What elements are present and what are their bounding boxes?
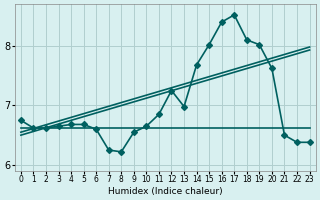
- X-axis label: Humidex (Indice chaleur): Humidex (Indice chaleur): [108, 187, 222, 196]
